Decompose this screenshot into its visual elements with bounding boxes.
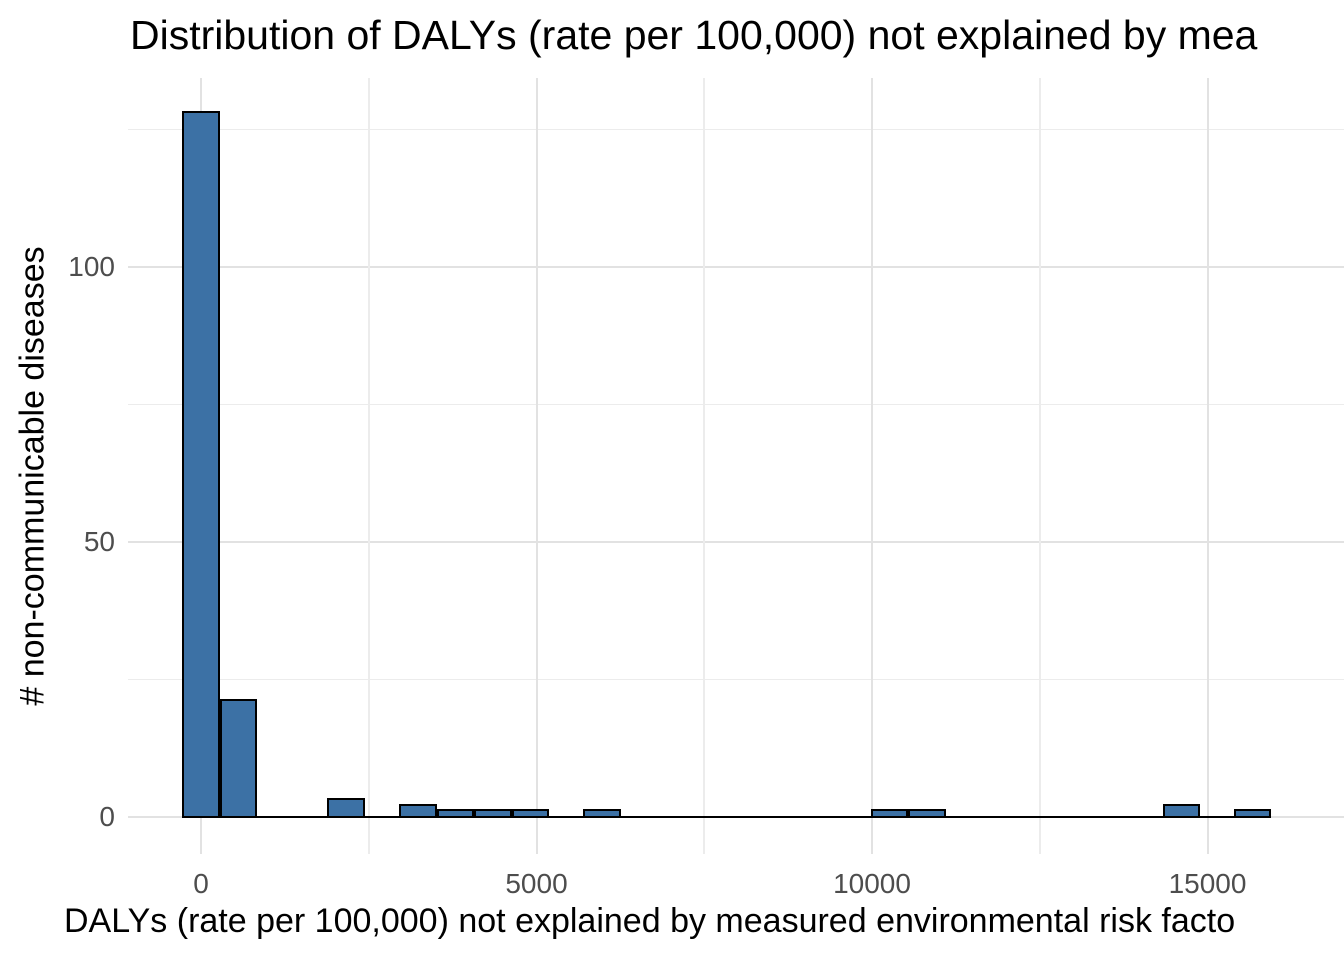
gridline-x-minor — [1038, 78, 1041, 854]
histogram-bar — [1233, 809, 1272, 818]
gridline-x-minor — [367, 78, 370, 854]
gridline-x-major — [535, 78, 538, 854]
y-tick-label: 0 — [99, 801, 115, 832]
histogram-baseline — [181, 815, 1272, 818]
gridline-y-minor — [128, 128, 1344, 131]
gridline-y-major — [128, 541, 1344, 543]
y-tick-label: 100 — [68, 251, 115, 282]
histogram-bar — [474, 809, 512, 818]
histogram-bar — [436, 809, 475, 818]
histogram-bar — [511, 809, 550, 818]
chart-title: Distribution of DALYs (rate per 100,000)… — [130, 12, 1258, 58]
histogram-bar — [870, 809, 909, 818]
histogram-bar — [327, 798, 365, 818]
x-tick-label: 0 — [193, 868, 209, 899]
y-tick-label: 50 — [83, 526, 115, 557]
y-axis-title: # non-communicable diseases — [13, 246, 52, 706]
histogram-bar — [1162, 804, 1201, 818]
histogram-bar — [181, 111, 221, 818]
gridline-y-minor — [128, 678, 1344, 681]
x-tick-label: 10000 — [833, 868, 911, 899]
histogram-bar — [220, 699, 258, 818]
gridline-x-major — [1206, 78, 1209, 854]
histogram-bar — [583, 809, 622, 818]
gridline-y-major — [128, 266, 1344, 268]
x-axis-title: DALYs (rate per 100,000) not explained b… — [64, 902, 1236, 940]
x-tick-label: 5000 — [505, 868, 568, 899]
gridline-x-minor — [703, 78, 706, 854]
gridline-x-major — [871, 78, 873, 854]
x-tick-label: 15000 — [1168, 868, 1247, 899]
histogram-bar — [398, 804, 437, 818]
gridline-y-minor — [128, 403, 1344, 406]
histogram-bar — [908, 809, 946, 818]
